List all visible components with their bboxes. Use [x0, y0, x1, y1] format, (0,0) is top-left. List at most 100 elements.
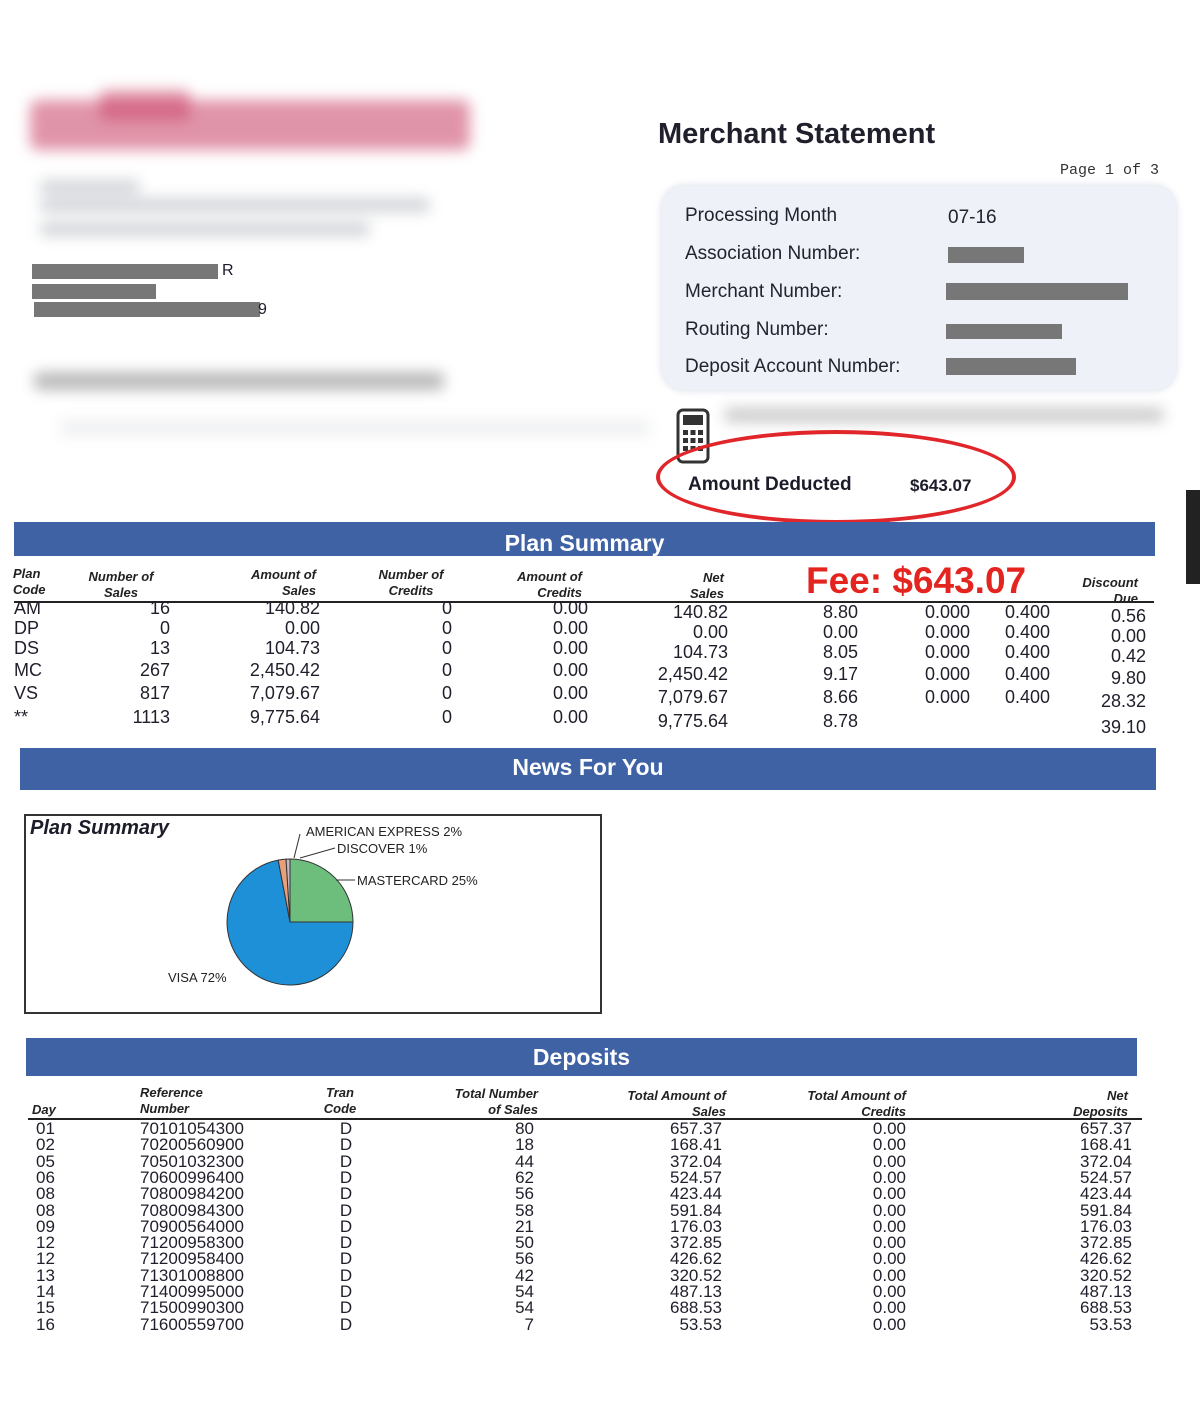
total-amount-credits-cell: 0.00: [872, 1119, 906, 1138]
amt-credits-cell: 0.00: [552, 707, 588, 727]
num-sales-cell: 267: [139, 660, 170, 680]
tran-code-cell: D: [339, 1233, 353, 1253]
col-net-sales: Net Sales: [690, 570, 724, 601]
rate-cell: 0.400: [1004, 642, 1050, 662]
pie-label-amex: AMERICAN EXPRESS 2%: [306, 824, 463, 839]
total-number-cell: 58: [515, 1200, 534, 1220]
total-amount-sales-cell: 487.13: [670, 1282, 722, 1301]
plan-code-cell: MC: [14, 660, 42, 680]
total-number-cell: 18: [515, 1135, 534, 1155]
amt-sales-cell: 0.00: [284, 618, 320, 638]
total-amount-sales-cell: 53.53: [679, 1314, 722, 1334]
blurred-note: [60, 420, 650, 436]
rate-cell: 0.000: [924, 664, 970, 684]
tran-code-cell: D: [339, 1135, 353, 1155]
total-amount-credits-cell: 0.00: [872, 1298, 906, 1318]
net-sales-cell: 9,775.64: [657, 711, 728, 731]
amt-sales-cell: 9,775.64: [249, 707, 320, 727]
pie-label-discover: DISCOVER 1%: [337, 841, 428, 856]
num-credits-cell: 0: [441, 638, 452, 658]
avg-ticket-cell: 8.05: [822, 642, 858, 662]
amt-sales-cell: 140.82: [264, 598, 320, 618]
plan-code-cell: **: [14, 707, 29, 727]
avg-ticket-cell: 9.17: [822, 664, 858, 684]
total-amount-sales-cell: 176.03: [670, 1216, 722, 1236]
total-amount-sales-cell: 591.84: [670, 1200, 722, 1220]
routing-number-label: Routing Number:: [685, 319, 829, 340]
reference-number-cell: 71200958400: [140, 1249, 245, 1269]
page-title: Merchant Statement: [658, 118, 936, 150]
col-total-amount-of-sales: Total Amount of Sales: [627, 1088, 726, 1119]
net-deposits-cell: 688.53: [1080, 1298, 1132, 1318]
bank-address-line: [40, 222, 370, 236]
num-credits-cell: 0: [441, 660, 452, 680]
plan-code-cell: VS: [14, 683, 39, 703]
total-number-cell: 21: [515, 1216, 534, 1236]
reference-number-cell: 71500990300: [140, 1298, 245, 1318]
total-number-cell: 50: [515, 1233, 534, 1253]
rate-cell: 0.400: [1004, 664, 1050, 684]
reference-number-cell: 70800984300: [140, 1200, 245, 1220]
merchant-number-label: Merchant Number:: [685, 281, 843, 302]
amt-sales-cell: 7,079.67: [249, 683, 320, 703]
rate-cell: 0.400: [1004, 687, 1050, 707]
net-deposits-cell: 426.62: [1080, 1249, 1132, 1269]
total-number-cell: 80: [515, 1119, 534, 1138]
reference-number-cell: 70800984200: [140, 1184, 245, 1204]
total-amount-credits-cell: 0.00: [872, 1167, 906, 1187]
deposits-bar: Deposits: [26, 1038, 1137, 1076]
day-cell: 13: [36, 1265, 55, 1285]
merchant-name-suffix: R: [222, 262, 234, 279]
merchant-zip-suffix: 9: [258, 301, 267, 318]
total-amount-credits-cell: 0.00: [872, 1216, 906, 1236]
col-number-of-sales: Number of Sales: [88, 569, 154, 600]
association-number-label: Association Number:: [685, 243, 861, 264]
total-amount-sales-cell: 423.44: [670, 1184, 722, 1204]
day-cell: 15: [36, 1298, 55, 1318]
amt-credits-cell: 0.00: [552, 660, 588, 680]
net-deposits-cell: 487.13: [1080, 1282, 1132, 1301]
plan-code-cell: DS: [14, 638, 40, 658]
bank-logo-mark: [100, 90, 190, 120]
tran-code-cell: D: [339, 1265, 353, 1285]
rate-cell: 0.000: [924, 622, 970, 642]
num-credits-cell: 0: [441, 618, 452, 638]
contact-info-blurred: [724, 408, 1164, 422]
merchant-street-redacted: [32, 284, 156, 299]
merchant-contact-blurred: [34, 372, 444, 390]
discount-due-cell: 0.42: [1110, 646, 1146, 666]
total-number-cell: 7: [524, 1314, 534, 1334]
news-title: News For You: [512, 754, 664, 780]
total-amount-credits-cell: 0.00: [872, 1249, 906, 1269]
net-sales-cell: 0.00: [692, 622, 728, 642]
reference-number-cell: 70200560900: [140, 1135, 245, 1155]
col-total-amount-of-credits: Total Amount of Credits: [807, 1088, 906, 1119]
tran-code-cell: D: [339, 1200, 353, 1220]
scan-artifact: [1186, 490, 1200, 584]
num-credits-cell: 0: [441, 683, 452, 703]
day-cell: 08: [36, 1200, 55, 1220]
pie-leader-lines: [293, 833, 355, 881]
num-credits-cell: 0: [441, 707, 452, 727]
rate-cell: 0.000: [924, 602, 970, 622]
plan-code-cell: DP: [14, 618, 40, 638]
net-deposits-cell: 372.04: [1080, 1151, 1132, 1171]
pie-slice-mastercard: [289, 858, 354, 923]
merchant-number-redacted: [946, 283, 1128, 300]
net-sales-cell: 7,079.67: [657, 687, 728, 707]
pie-slice-visa: [226, 859, 354, 986]
reference-number-cell: 70101054300: [140, 1119, 245, 1138]
plan-summary-title: Plan Summary: [504, 530, 665, 556]
reference-number-cell: 70600996400: [140, 1167, 245, 1187]
day-cell: 09: [36, 1216, 55, 1236]
amt-credits-cell: 0.00: [552, 618, 588, 638]
net-deposits-cell: 372.85: [1080, 1233, 1132, 1253]
col-reference-number: Reference Number: [140, 1085, 203, 1116]
chart-title: Plan Summary: [30, 817, 169, 839]
day-cell: 01: [36, 1119, 55, 1138]
avg-ticket-cell: 8.66: [822, 687, 858, 707]
total-number-cell: 42: [515, 1265, 534, 1285]
tran-code-cell: D: [339, 1282, 353, 1301]
total-amount-sales-cell: 657.37: [670, 1119, 722, 1138]
col-total-number-of-sales: Total Number of Sales: [454, 1086, 538, 1117]
